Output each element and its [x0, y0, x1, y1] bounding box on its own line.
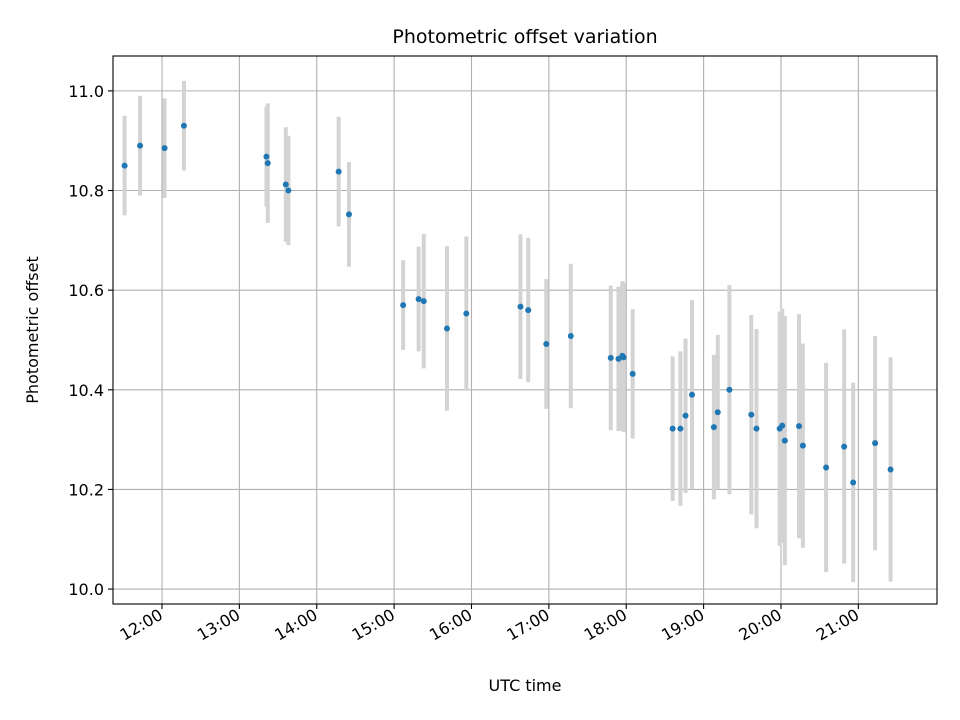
data-point [282, 181, 289, 188]
data-point [887, 466, 894, 473]
data-point [823, 464, 830, 471]
data-point [796, 423, 803, 430]
y-tick-label: 10.0 [68, 580, 104, 599]
data-point [841, 443, 848, 450]
chart-title: Photometric offset variation [392, 26, 657, 48]
y-tick-label: 11.0 [68, 82, 104, 101]
data-point [400, 302, 407, 309]
data-point [620, 354, 627, 361]
data-point [161, 145, 168, 152]
y-axis-label: Photometric offset [23, 256, 42, 404]
data-point [872, 440, 879, 447]
data-point [121, 162, 128, 169]
data-point [799, 442, 806, 449]
data-point [415, 296, 422, 303]
data-point [779, 422, 786, 429]
data-point [264, 160, 271, 167]
data-point [688, 391, 695, 398]
data-points [121, 122, 894, 486]
data-point [180, 122, 187, 129]
data-point [345, 211, 352, 218]
data-point [669, 425, 676, 432]
data-point [463, 310, 470, 317]
data-point [607, 354, 614, 361]
data-point [263, 153, 270, 160]
data-point [677, 425, 684, 432]
x-axis-label: UTC time [489, 676, 562, 695]
data-point [137, 142, 144, 149]
data-point [850, 479, 857, 486]
y-axis: 10.0 10.2 10.4 10.6 10.8 11.0 [68, 82, 113, 599]
data-point [748, 411, 755, 418]
data-point [443, 325, 450, 332]
data-point [525, 307, 532, 314]
data-point [714, 409, 721, 416]
y-tick-label: 10.4 [68, 381, 104, 400]
plot-frame [112, 55, 938, 605]
data-point [543, 340, 550, 347]
data-point [753, 425, 760, 432]
y-tick-label: 10.8 [68, 182, 104, 201]
y-tick-label: 10.6 [68, 281, 104, 300]
data-point [567, 332, 574, 339]
data-point [285, 187, 292, 194]
data-point [682, 412, 689, 419]
data-point [335, 168, 342, 175]
data-point [710, 424, 717, 431]
data-point [781, 437, 788, 444]
data-point [517, 303, 524, 310]
data-point [629, 370, 636, 377]
y-tick-label: 10.2 [68, 480, 104, 499]
data-point [420, 298, 427, 305]
data-point [726, 386, 733, 393]
grid [113, 56, 937, 604]
